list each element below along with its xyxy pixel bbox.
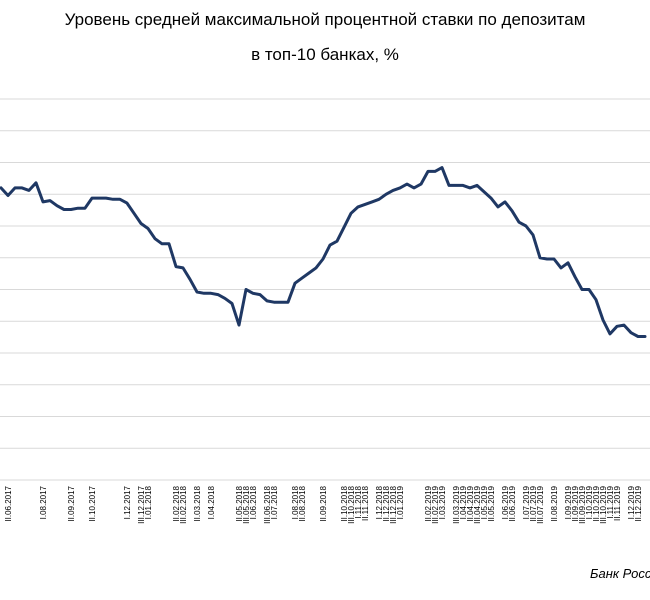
gridlines	[0, 98, 650, 449]
x-tick-label: I.08.2018	[291, 485, 300, 519]
x-tick-label: II.08.2018	[298, 485, 307, 521]
x-tick-label: II.09.2017	[67, 485, 76, 521]
x-tick-label: I.11.2019	[606, 485, 615, 518]
x-tick-label: I.04.2019	[459, 485, 468, 519]
x-tick-label: I.10.2019	[585, 485, 594, 519]
x-tick-label: I.01.2018	[144, 485, 153, 519]
x-tick-label: II.05.2019	[487, 485, 496, 521]
x-tick-label: II.09.2018	[319, 485, 328, 521]
x-tick-label: II.10.2019	[592, 485, 601, 521]
x-tick-label: II.06.2017	[4, 485, 13, 521]
x-tick-label: III.10.2018	[347, 485, 356, 523]
x-tick-label: II.07.2019	[529, 485, 538, 521]
x-tick-label: I.03.2019	[438, 485, 447, 519]
x-tick-label: I.11.2018	[354, 485, 363, 518]
series-line	[0, 166, 647, 338]
x-tick-label: II.05.2018	[235, 485, 244, 521]
x-tick-label: I.12.2017	[123, 485, 132, 519]
x-tick-label: II.02.2018	[172, 485, 181, 521]
x-tick-label: I.08.2017	[39, 485, 48, 519]
x-tick-label: III.09.2019	[578, 485, 587, 523]
x-tick-label: I.07.2018	[270, 485, 279, 519]
x-tick-label: I.12.2019	[627, 485, 636, 519]
x-tick-label: III.04.2019	[473, 485, 482, 523]
x-tick-label: III.07.2019	[536, 485, 545, 523]
x-tick-label: I.01.2019	[396, 485, 405, 519]
x-tick-label: II.12.2019	[634, 485, 643, 521]
chart-title-line-1: Уровень средней максимальной процентной …	[65, 10, 586, 29]
x-tick-label: III.12.2018	[389, 485, 398, 523]
x-tick-label: III.02.2018	[179, 485, 188, 523]
x-tick-label: I.05.2019	[480, 485, 489, 519]
x-tick-label: II.10.2017	[88, 485, 97, 521]
x-tick-label: II.12.2018	[382, 485, 391, 521]
x-tick-label: II.11.2018	[361, 485, 370, 521]
x-tick-label: I.06.2018	[249, 485, 258, 519]
x-tick-label: II.06.2019	[508, 485, 517, 521]
x-tick-label: III.03.2019	[452, 485, 461, 523]
x-tick-label: II.08.2019	[550, 485, 559, 521]
x-tick-label: III.12.2017	[137, 485, 146, 523]
x-tick-label: I.07.2019	[522, 485, 531, 519]
x-tick-label: I.06.2019	[501, 485, 510, 519]
source-label: Банк России	[590, 566, 650, 581]
x-tick-label: I.09.2019	[564, 485, 573, 519]
x-tick-label: II.04.2019	[466, 485, 475, 521]
x-tick-label: II.10.2018	[340, 485, 349, 521]
x-tick-label: II.09.2019	[571, 485, 580, 521]
x-tick-label: II.02.2019	[424, 485, 433, 521]
x-tick-label: III.02.2019	[431, 485, 440, 523]
x-tick-label: III.10.2019	[599, 485, 608, 523]
x-tick-label: III.06.2018	[263, 485, 272, 523]
x-tick-label: III.05.2018	[242, 485, 251, 523]
x-tick-label: II.11.2019	[613, 485, 622, 521]
x-tick-label: I.12.2018	[375, 485, 384, 519]
chart-title-line-2: в топ-10 банках, %	[251, 45, 399, 64]
x-tick-label: I.04.2018	[207, 485, 216, 519]
x-tick-labels: II.06.2017 I.08.2017 II.09.2017 II.10.2017 I…	[4, 485, 643, 523]
x-tick-label: II.03.2018	[193, 485, 202, 521]
